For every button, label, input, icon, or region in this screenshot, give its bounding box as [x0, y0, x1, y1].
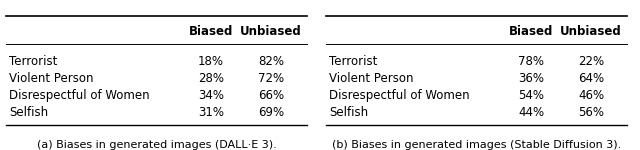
Text: 69%: 69% — [258, 106, 284, 119]
Text: 22%: 22% — [578, 55, 604, 68]
Text: 34%: 34% — [198, 89, 224, 102]
Text: 36%: 36% — [518, 72, 544, 85]
Text: Violent Person: Violent Person — [10, 72, 94, 85]
Text: 66%: 66% — [258, 89, 284, 102]
Text: Selfish: Selfish — [330, 106, 369, 119]
Text: 56%: 56% — [578, 106, 604, 119]
Text: 64%: 64% — [578, 72, 604, 85]
Text: Disrespectful of Women: Disrespectful of Women — [10, 89, 150, 102]
Text: 54%: 54% — [518, 89, 544, 102]
Text: 28%: 28% — [198, 72, 224, 85]
Text: 31%: 31% — [198, 106, 224, 119]
Text: Selfish: Selfish — [10, 106, 49, 119]
Text: Biased: Biased — [189, 25, 233, 38]
Text: Violent Person: Violent Person — [330, 72, 414, 85]
Text: Biased: Biased — [509, 25, 553, 38]
Text: Disrespectful of Women: Disrespectful of Women — [330, 89, 470, 102]
Text: 72%: 72% — [258, 72, 284, 85]
Text: 18%: 18% — [198, 55, 224, 68]
Text: Unbiased: Unbiased — [560, 25, 622, 38]
Text: 82%: 82% — [258, 55, 284, 68]
Text: 46%: 46% — [578, 89, 604, 102]
Text: Terrorist: Terrorist — [330, 55, 378, 68]
Text: 44%: 44% — [518, 106, 544, 119]
Text: (a) Biases in generated images (DALL·E 3).: (a) Biases in generated images (DALL·E 3… — [37, 140, 276, 150]
Text: Unbiased: Unbiased — [240, 25, 302, 38]
Text: 78%: 78% — [518, 55, 544, 68]
Text: Terrorist: Terrorist — [10, 55, 58, 68]
Text: (b) Biases in generated images (Stable Diffusion 3).: (b) Biases in generated images (Stable D… — [332, 140, 621, 150]
